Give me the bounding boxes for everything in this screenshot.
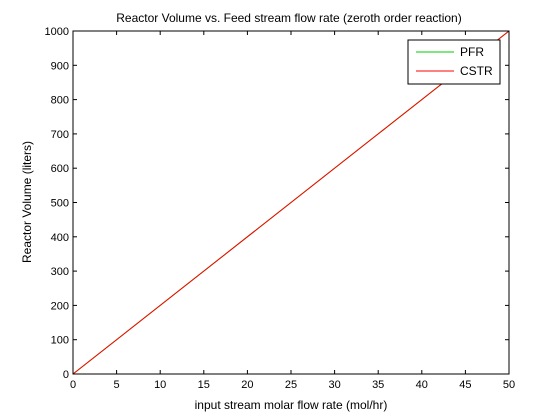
legend-label-cstr: CSTR [460, 64, 493, 78]
y-tick-label: 700 [51, 129, 69, 141]
x-tick-label: 0 [70, 379, 76, 391]
x-tick-label: 50 [503, 379, 515, 391]
chart-title: Reactor Volume vs. Feed stream flow rate… [116, 11, 461, 25]
x-tick-label: 10 [154, 379, 166, 391]
x-tick-label: 40 [416, 379, 428, 391]
y-tick-label: 300 [51, 266, 69, 278]
y-tick-label: 600 [51, 163, 69, 175]
y-tick-label: 0 [63, 369, 69, 381]
y-tick-label: 900 [51, 60, 69, 72]
y-axis: 0 100 200 300 400 500 600 700 800 900 1000 [45, 26, 509, 381]
y-axis-label: Reactor Volume (liters) [20, 141, 34, 263]
y-tick-label: 800 [51, 95, 69, 107]
x-tick-label: 25 [285, 379, 297, 391]
x-tick-label: 45 [459, 379, 471, 391]
x-axis-label: input stream molar flow rate (mol/hr) [195, 398, 388, 412]
x-tick-label: 15 [198, 379, 210, 391]
x-tick-label: 30 [328, 379, 340, 391]
y-tick-label: 500 [51, 198, 69, 210]
y-tick-label: 1000 [45, 26, 69, 38]
x-tick-label: 5 [114, 379, 120, 391]
legend: PFR CSTR [407, 39, 501, 85]
y-tick-label: 100 [51, 335, 69, 347]
legend-box [407, 39, 501, 85]
series-layer [72, 30, 510, 375]
x-tick-label: 35 [372, 379, 384, 391]
x-axis: 0 5 10 15 20 25 30 35 40 45 50 [70, 31, 515, 391]
legend-label-pfr: PFR [460, 45, 484, 59]
x-tick-label: 20 [241, 379, 253, 391]
series-line-cstr [72, 30, 510, 375]
y-tick-label: 200 [51, 300, 69, 312]
y-tick-label: 400 [51, 232, 69, 244]
